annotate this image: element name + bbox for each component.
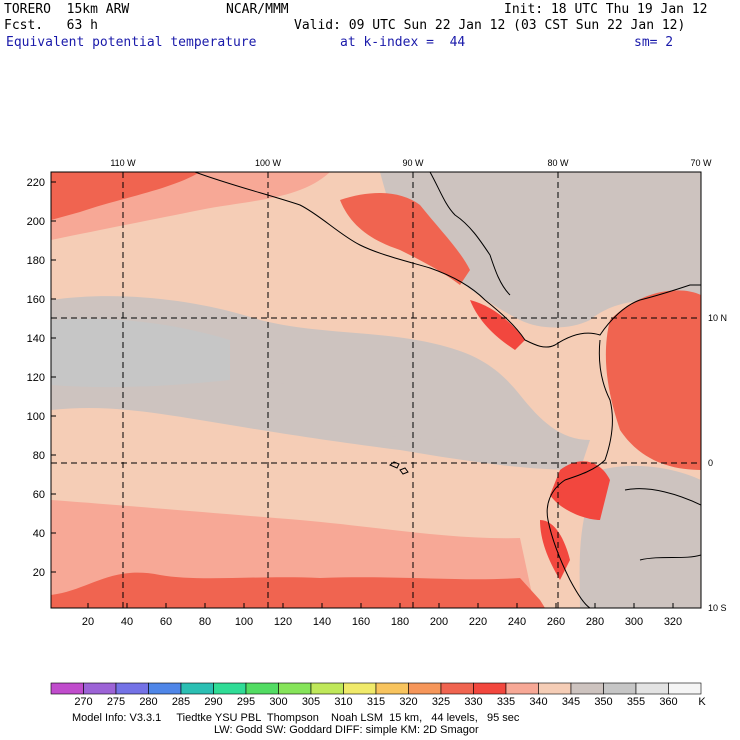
x-tick-label: 180 (391, 616, 409, 628)
model-info: Model Info: V3.3.1 Tiedtke YSU PBL Thomp… (72, 712, 520, 724)
y-tick-label: 120 (27, 372, 45, 384)
physics-info: LW: Godd SW: Goddard DIFF: simple KM: 2D… (214, 724, 479, 736)
colorbar-label: 330 (464, 696, 482, 708)
theta-e-field (51, 172, 701, 608)
y-tick-labels: 20 40 60 80 100 120 140 160 180 200 220 (27, 177, 45, 579)
model-name: TORERO 15km ARW (4, 2, 130, 17)
valid-time: Valid: 09 UTC Sun 22 Jan 12 (03 CST Sun … (294, 18, 686, 33)
colorbar-swatch (375, 682, 409, 695)
colorbar-swatch (473, 682, 507, 695)
x-tick-label: 200 (430, 616, 448, 628)
colorbar-labels: 270 275 280 285 290 295 300 305 310 315 320 325 330 3… (74, 696, 677, 708)
colorbar-swatch (213, 682, 247, 695)
y-tick-label: 220 (27, 177, 45, 189)
y-tick-label: 160 (27, 294, 45, 306)
x-tick-labels: 20 40 60 80 100 120 140 160 180 200 220 … (82, 616, 682, 628)
lon-label: 90 W (402, 158, 424, 168)
colorbar-label: 295 (237, 696, 255, 708)
x-tick-label: 40 (121, 616, 133, 628)
colorbar-label: 305 (302, 696, 320, 708)
colorbar-swatch (440, 682, 474, 695)
longitude-labels: 110 W 100 W 90 W 80 W 70 W (110, 158, 712, 168)
y-tick-label: 80 (33, 450, 45, 462)
x-tick-marks (87, 603, 674, 608)
y-tick-label: 60 (33, 489, 45, 501)
colorbar-label: 270 (74, 696, 92, 708)
colorbar-label: 340 (529, 696, 547, 708)
y-tick-label: 100 (27, 411, 45, 423)
colorbar-label: 315 (367, 696, 385, 708)
lon-label: 70 W (690, 158, 712, 168)
x-tick-label: 120 (274, 616, 292, 628)
colorbar-swatch (180, 682, 214, 695)
lat-label: 10 N (708, 313, 727, 323)
colorbar-swatch (278, 682, 312, 695)
colorbar-label: 285 (172, 696, 190, 708)
colorbar-label: 360 (659, 696, 677, 708)
colorbar-label: 320 (399, 696, 417, 708)
x-tick-label: 220 (469, 616, 487, 628)
graticule (51, 172, 701, 608)
lon-label: 110 W (110, 158, 136, 168)
x-tick-label: 240 (508, 616, 526, 628)
x-tick-label: 80 (199, 616, 211, 628)
center-name: NCAR/MMM (226, 2, 289, 17)
colorbar-label: 300 (269, 696, 287, 708)
colorbar-label: 275 (107, 696, 125, 708)
x-tick-label: 160 (352, 616, 370, 628)
x-tick-label: 260 (547, 616, 565, 628)
colorbar-swatch (83, 682, 117, 695)
colorbar-label: 290 (204, 696, 222, 708)
colorbar-swatch (570, 682, 604, 695)
colorbar-swatch (668, 682, 702, 695)
y-tick-label: 40 (33, 528, 45, 540)
forecast-hour: Fcst. 63 h (4, 18, 98, 33)
latitude-labels: 10 N 0 10 S (708, 313, 727, 613)
lon-label: 80 W (547, 158, 569, 168)
x-tick-label: 140 (313, 616, 331, 628)
lon-label: 100 W (255, 158, 282, 168)
colorbar-label: 350 (594, 696, 612, 708)
colorbar-swatch (635, 682, 669, 695)
smoothing-info: sm= 2 (634, 35, 674, 50)
plot-frame (50, 171, 702, 609)
x-tick-label: 300 (625, 616, 643, 628)
colorbar-label: 345 (562, 696, 580, 708)
init-time: Init: 18 UTC Thu 19 Jan 12 (504, 2, 708, 17)
colorbar-swatch (310, 682, 344, 695)
coastlines (194, 172, 701, 608)
colorbar-swatch (408, 682, 442, 695)
colorbar-label: 280 (139, 696, 157, 708)
colorbar-swatch (343, 682, 377, 695)
x-tick-label: 60 (160, 616, 172, 628)
colorbar-label: 335 (497, 696, 515, 708)
colorbar-swatch (148, 682, 182, 695)
y-tick-label: 200 (27, 216, 45, 228)
colorbar-label: 355 (627, 696, 645, 708)
lat-label: 10 S (708, 603, 727, 613)
colorbar-label: 310 (334, 696, 352, 708)
colorbar (50, 682, 702, 695)
colorbar-unit: K (698, 696, 706, 708)
x-tick-label: 320 (664, 616, 682, 628)
field-name: Equivalent potential temperature (6, 35, 257, 50)
colorbar-swatch (538, 682, 572, 695)
colorbar-swatch (603, 682, 637, 695)
x-tick-label: 20 (82, 616, 94, 628)
x-tick-label: 100 (235, 616, 253, 628)
y-tick-label: 140 (27, 333, 45, 345)
y-tick-label: 20 (33, 567, 45, 579)
level-info: at k-index = 44 (340, 35, 466, 50)
colorbar-swatch (505, 682, 539, 695)
colorbar-swatch (115, 682, 149, 695)
colorbar-swatch (245, 682, 279, 695)
lat-label: 0 (708, 458, 713, 468)
y-tick-marks (51, 181, 56, 573)
y-tick-label: 180 (27, 255, 45, 267)
colorbar-swatch (50, 682, 84, 695)
colorbar-label: 325 (432, 696, 450, 708)
x-tick-label: 280 (586, 616, 604, 628)
